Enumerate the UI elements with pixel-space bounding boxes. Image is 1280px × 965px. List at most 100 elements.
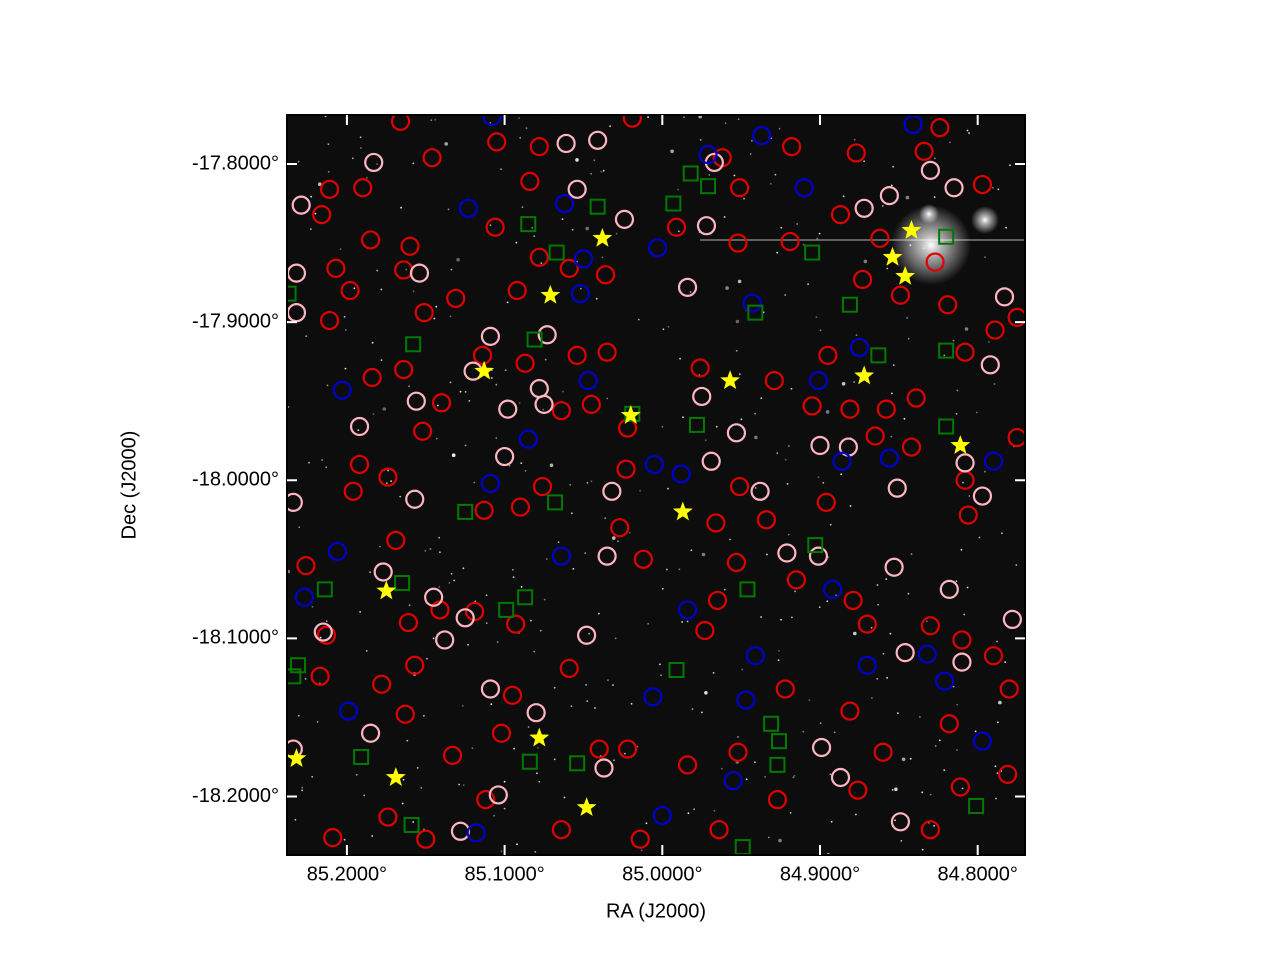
source-circle	[488, 785, 508, 805]
source-circle	[567, 345, 587, 365]
source-circle	[999, 679, 1019, 699]
field-star	[624, 752, 626, 755]
source-circle	[446, 288, 466, 309]
source-circle	[573, 249, 594, 269]
field-star	[956, 389, 959, 392]
source-circle	[729, 178, 750, 198]
source-square	[769, 756, 786, 773]
source-circle	[323, 828, 343, 848]
source-circle	[767, 790, 788, 810]
source-circle	[816, 492, 836, 512]
source-circle	[808, 546, 829, 566]
field-star	[691, 708, 694, 710]
source-circle	[808, 371, 829, 391]
source-circle	[830, 205, 851, 225]
source-circle	[745, 646, 765, 666]
field-star	[735, 319, 740, 324]
source-circle	[870, 228, 890, 248]
field-star	[553, 686, 556, 689]
field-star	[585, 684, 587, 686]
source-circle	[406, 391, 426, 411]
source-circle	[1007, 307, 1025, 327]
field-star	[359, 136, 362, 139]
source-square	[520, 216, 537, 233]
field-star	[833, 731, 836, 734]
field-star	[780, 226, 783, 229]
source-circle	[998, 764, 1018, 784]
source-circle	[972, 486, 993, 506]
field-star	[704, 691, 708, 695]
source-circle	[466, 823, 486, 843]
field-star	[960, 548, 963, 551]
source-circle	[728, 233, 748, 253]
field-star	[886, 267, 889, 270]
source-circle	[782, 137, 802, 157]
source-square	[287, 668, 302, 685]
field-star	[1005, 226, 1007, 229]
field-star	[549, 463, 554, 468]
source-circle	[491, 723, 512, 743]
field-star	[380, 288, 383, 291]
source-circle	[777, 543, 797, 563]
source-square	[547, 494, 564, 511]
field-star	[474, 600, 477, 603]
field-star	[900, 840, 903, 842]
x-tick-label: 84.9000°	[780, 863, 860, 885]
source-circle	[597, 342, 617, 362]
field-star	[447, 208, 450, 211]
source-circle	[920, 160, 940, 180]
field-star	[933, 196, 936, 199]
source-square	[665, 195, 682, 212]
field-star	[984, 256, 986, 258]
source-square	[807, 537, 824, 554]
field-star	[439, 551, 441, 554]
source-circle	[939, 579, 959, 599]
source-square	[668, 662, 685, 678]
field-star	[471, 747, 474, 749]
field-star	[544, 358, 547, 361]
field-star	[842, 195, 845, 198]
source-circle	[887, 478, 907, 498]
field-star	[729, 538, 731, 541]
y-axis-label: Dec (J2000)	[118, 431, 140, 540]
field-star	[372, 413, 375, 415]
field-star	[921, 791, 924, 794]
source-circle	[435, 630, 455, 650]
field-star	[787, 533, 790, 536]
y-tick-label: -18.2000°	[192, 785, 279, 807]
field-star	[715, 425, 718, 428]
source-circle	[394, 359, 414, 380]
bright-star	[919, 204, 939, 224]
field-star	[849, 505, 852, 507]
field-star	[897, 712, 899, 715]
field-star	[677, 188, 679, 191]
field-star	[434, 118, 437, 121]
source-circle	[901, 437, 922, 457]
field-star	[738, 373, 741, 376]
source-circle	[353, 178, 373, 198]
field-star	[430, 119, 433, 122]
field-star	[387, 469, 389, 472]
field-star	[776, 452, 779, 454]
field-star	[670, 149, 674, 154]
field-star	[464, 444, 467, 447]
source-circle	[405, 655, 425, 675]
source-circle	[559, 658, 579, 679]
source-circle	[498, 399, 518, 419]
source-square	[689, 416, 705, 433]
field-star	[553, 758, 556, 761]
field-star	[458, 783, 460, 786]
field-star	[485, 594, 488, 597]
field-star	[995, 797, 997, 800]
source-circle	[487, 132, 507, 152]
source-circle	[848, 780, 868, 800]
field-star	[740, 418, 743, 421]
source-circle	[729, 476, 750, 497]
field-star	[351, 157, 354, 160]
field-star	[561, 218, 564, 221]
source-circle	[343, 481, 363, 501]
field-star	[294, 818, 297, 821]
field-star	[786, 483, 789, 485]
source-star	[529, 727, 550, 747]
